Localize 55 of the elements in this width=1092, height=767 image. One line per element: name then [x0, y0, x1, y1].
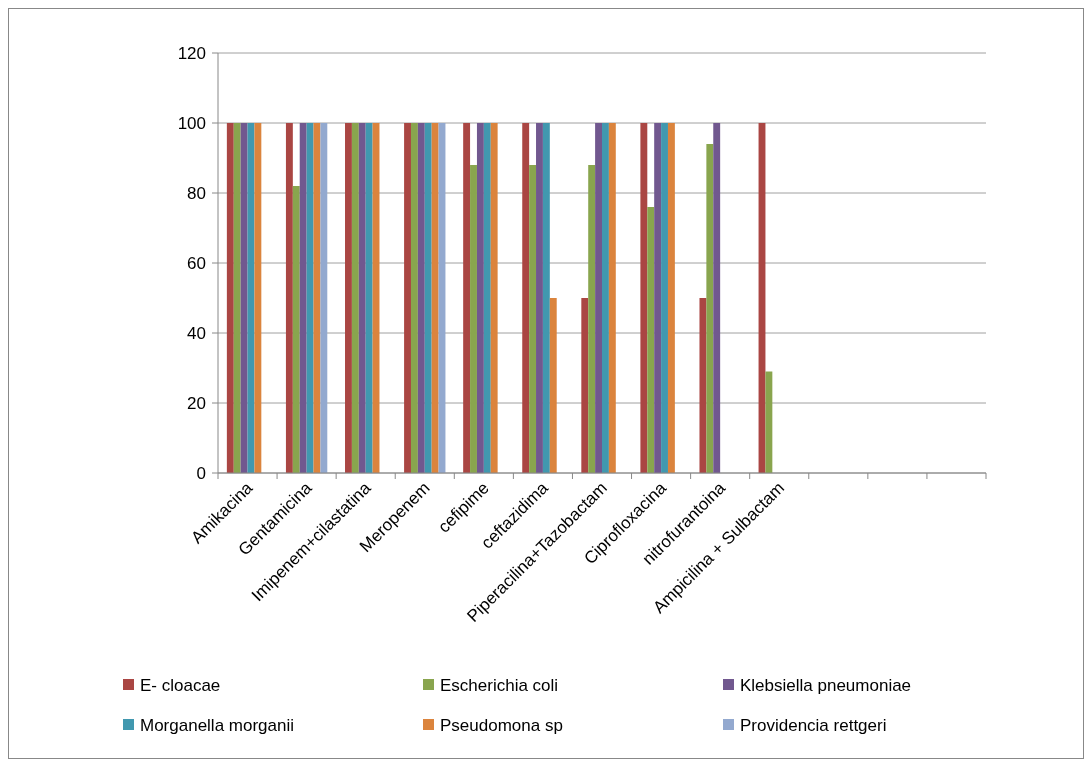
bar — [285, 123, 293, 473]
bar — [292, 186, 300, 473]
legend-label: Klebsiella pneumoniae — [740, 675, 912, 695]
y-tick-label: 100 — [177, 113, 206, 133]
bar — [713, 123, 721, 473]
bar — [654, 123, 662, 473]
bar — [588, 165, 596, 473]
bar — [299, 123, 307, 473]
bar — [699, 298, 707, 473]
bar — [529, 165, 537, 473]
bar — [476, 123, 484, 473]
legend-label: Escherichia coli — [440, 675, 559, 695]
bar — [483, 123, 491, 473]
bar — [608, 123, 616, 473]
bar — [424, 123, 432, 473]
bar — [661, 123, 668, 473]
legend-label: Pseudomona sp — [440, 715, 563, 735]
legend-label: Providencia rettgeri — [740, 715, 887, 735]
legend-label: E- cloacae — [140, 675, 221, 695]
bar — [463, 123, 471, 473]
bar — [320, 123, 328, 473]
y-tick-label: 80 — [187, 183, 206, 203]
y-tick-label: 60 — [187, 253, 206, 273]
bar — [522, 123, 530, 473]
bar — [765, 371, 773, 473]
bar — [490, 123, 498, 473]
y-tick-label: 40 — [187, 323, 206, 343]
bar — [410, 123, 418, 473]
bar — [233, 123, 241, 473]
bar — [365, 123, 373, 473]
bar — [536, 123, 543, 473]
y-tick-label: 20 — [187, 393, 206, 413]
legend-label: Morganella morganii — [140, 715, 295, 735]
bar — [595, 123, 602, 473]
bar — [358, 123, 366, 473]
bar — [706, 144, 714, 473]
bar — [345, 123, 352, 473]
bar — [240, 123, 248, 473]
bar — [431, 123, 439, 473]
bar — [549, 298, 557, 473]
bar — [306, 123, 314, 473]
bar — [667, 123, 675, 473]
bar — [542, 123, 550, 473]
y-tick-label: 0 — [196, 463, 206, 483]
bar — [602, 123, 609, 473]
bar — [647, 207, 655, 473]
bar — [470, 165, 477, 473]
y-tick-label: 120 — [177, 43, 206, 63]
bar — [254, 123, 262, 473]
bar — [417, 123, 425, 473]
bar — [581, 298, 589, 473]
bar — [351, 123, 359, 473]
bar — [404, 123, 411, 473]
bar — [640, 123, 648, 473]
bar — [226, 123, 234, 473]
